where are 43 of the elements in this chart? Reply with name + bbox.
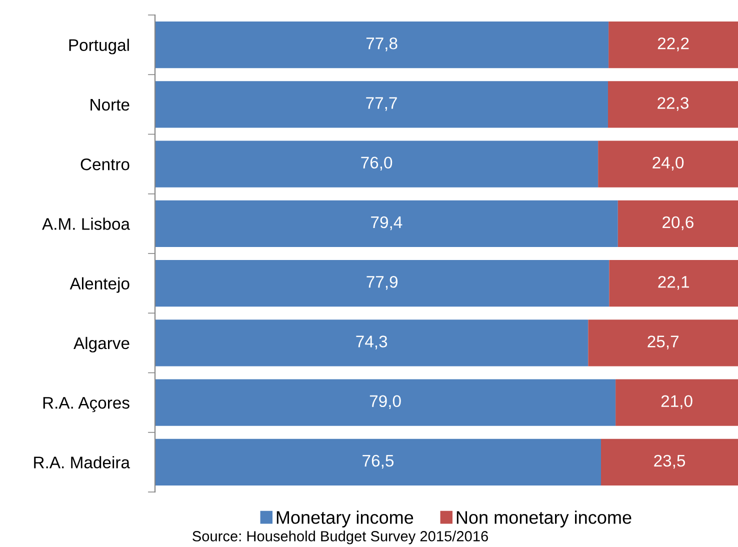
y-tick-label: R.A. Açores: [43, 397, 130, 412]
bar: [155, 260, 610, 307]
data-label: 22,2: [658, 37, 689, 52]
bar: [616, 379, 738, 426]
bar: [608, 81, 738, 128]
data-label: 24,0: [652, 156, 684, 171]
y-tick-label: Alentejo: [70, 277, 130, 293]
data-label: 21,0: [661, 395, 692, 410]
y-tick-label: Centro: [80, 158, 130, 170]
data-label: 76,5: [362, 454, 394, 469]
bar: [155, 81, 608, 128]
bar: [155, 22, 609, 68]
data-label: 79,4: [371, 216, 402, 230]
y-tick-label: Norte: [90, 99, 130, 111]
y-tick-label: R.A. Madeira: [34, 456, 130, 468]
data-label: 79,0: [370, 395, 401, 410]
data-label: 22,3: [658, 97, 688, 111]
bar: [609, 260, 738, 307]
bar: [618, 200, 738, 247]
bar: [155, 438, 601, 486]
data-label: 77,9: [366, 276, 398, 290]
bar: [588, 320, 738, 366]
bar: [155, 379, 616, 426]
bar: [155, 140, 598, 188]
bar: [155, 320, 588, 366]
source-note: Source: Household Budget Survey 2015/2016: [192, 530, 488, 544]
legend-label: Non monetary income: [456, 510, 632, 528]
y-tick-label: Portugal: [69, 38, 129, 54]
data-label: 76,0: [361, 156, 392, 171]
data-label: 25,7: [648, 336, 678, 350]
bar: [155, 200, 618, 247]
legend-label: Monetary income: [276, 510, 414, 528]
data-label: 77,7: [366, 97, 397, 111]
y-tick-label: Algarve: [74, 336, 130, 352]
data-label: 23,5: [654, 454, 686, 469]
y-tick-label: A.M. Lisboa: [42, 218, 130, 230]
bar: [608, 22, 738, 68]
data-label: 77,8: [366, 37, 398, 52]
data-label: 22,1: [658, 276, 689, 290]
data-label: 20,6: [662, 216, 694, 230]
bar: [600, 438, 738, 486]
data-label: 74,3: [356, 336, 388, 350]
bar: [598, 140, 738, 188]
